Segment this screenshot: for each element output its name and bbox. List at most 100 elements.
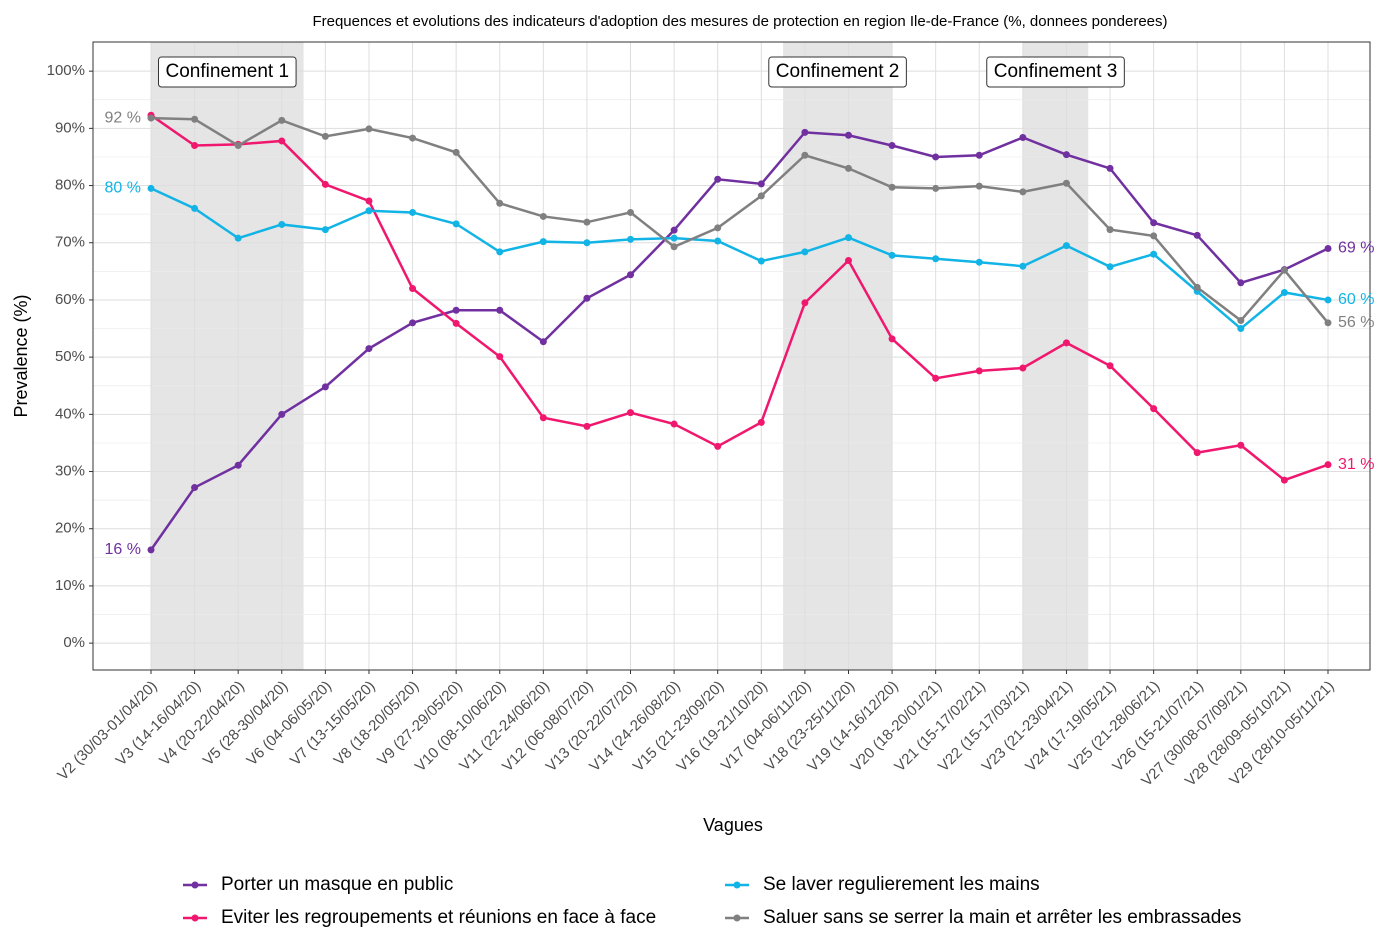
data-point bbox=[1193, 449, 1201, 457]
data-point bbox=[714, 237, 722, 245]
data-point bbox=[409, 285, 417, 293]
data-point bbox=[975, 258, 983, 266]
period-label-box bbox=[986, 56, 1125, 88]
data-point bbox=[801, 128, 809, 136]
data-point bbox=[932, 255, 940, 263]
legend-label: Eviter les regroupements et réunions en … bbox=[221, 907, 656, 928]
data-point bbox=[539, 238, 547, 246]
data-point bbox=[627, 235, 635, 243]
data-point bbox=[932, 153, 940, 161]
series-line bbox=[149, 131, 1329, 551]
data-point bbox=[539, 212, 547, 220]
y-tick-label: 20% bbox=[55, 520, 85, 537]
y-tick-label: 50% bbox=[55, 348, 85, 365]
period-label-box bbox=[768, 56, 907, 88]
data-point bbox=[278, 410, 286, 418]
data-point bbox=[321, 132, 329, 140]
value-label: 80 % bbox=[105, 180, 141, 197]
data-point bbox=[1324, 244, 1332, 252]
data-point bbox=[365, 125, 373, 133]
data-point bbox=[147, 184, 155, 192]
data-point bbox=[191, 115, 199, 123]
data-point bbox=[844, 234, 852, 242]
data-point bbox=[539, 414, 547, 422]
data-point bbox=[932, 374, 940, 382]
period-label: Confinement 2 bbox=[776, 61, 900, 82]
data-point bbox=[888, 251, 896, 259]
period-band bbox=[783, 42, 893, 670]
data-point bbox=[1150, 232, 1158, 240]
data-point bbox=[147, 114, 155, 122]
legend-label: Porter un masque en public bbox=[221, 874, 453, 895]
data-point bbox=[1237, 441, 1245, 449]
data-point bbox=[714, 442, 722, 450]
period-label-box bbox=[157, 56, 297, 88]
data-point bbox=[278, 220, 286, 228]
data-point bbox=[888, 335, 896, 343]
data-point bbox=[757, 257, 765, 265]
y-tick-label: 60% bbox=[55, 291, 85, 308]
data-point bbox=[365, 345, 373, 353]
data-point bbox=[714, 175, 722, 183]
data-point bbox=[321, 180, 329, 188]
data-point bbox=[409, 319, 417, 327]
data-point bbox=[1019, 134, 1027, 142]
data-point bbox=[1062, 339, 1070, 347]
data-point bbox=[496, 199, 504, 207]
data-point bbox=[583, 218, 591, 226]
y-tick-label: 70% bbox=[55, 234, 85, 251]
data-point bbox=[1150, 405, 1158, 413]
data-point bbox=[1150, 250, 1158, 258]
data-point bbox=[975, 367, 983, 375]
data-point bbox=[1193, 231, 1201, 239]
data-point bbox=[670, 243, 678, 251]
y-tick-label: 0% bbox=[63, 634, 85, 651]
data-point bbox=[670, 420, 678, 428]
data-point bbox=[1062, 242, 1070, 250]
data-point bbox=[1237, 317, 1245, 325]
legend-marker bbox=[733, 881, 741, 889]
period-band bbox=[151, 42, 304, 670]
data-point bbox=[278, 116, 286, 124]
data-point bbox=[452, 220, 460, 228]
data-point bbox=[278, 137, 286, 145]
data-point bbox=[1062, 151, 1070, 159]
data-point bbox=[1106, 362, 1114, 370]
data-point bbox=[757, 418, 765, 426]
data-point bbox=[844, 131, 852, 139]
data-point bbox=[234, 234, 242, 242]
y-tick-label: 10% bbox=[55, 577, 85, 594]
data-point bbox=[234, 461, 242, 469]
legend-marker bbox=[191, 914, 199, 922]
value-label: 31 % bbox=[1338, 456, 1374, 473]
data-point bbox=[539, 338, 547, 346]
data-point bbox=[1324, 296, 1332, 304]
data-point bbox=[670, 234, 678, 242]
data-point bbox=[583, 422, 591, 430]
period-label: Confinement 3 bbox=[994, 61, 1118, 82]
data-point bbox=[888, 142, 896, 150]
data-point bbox=[801, 248, 809, 256]
value-label: 16 % bbox=[105, 541, 141, 558]
data-point bbox=[1019, 188, 1027, 196]
data-point bbox=[714, 224, 722, 232]
data-point bbox=[496, 248, 504, 256]
data-point bbox=[496, 353, 504, 361]
y-tick-label: 100% bbox=[47, 62, 85, 79]
series-line bbox=[150, 114, 1329, 482]
data-point bbox=[801, 299, 809, 307]
data-point bbox=[583, 294, 591, 302]
data-point bbox=[975, 182, 983, 190]
data-point bbox=[365, 207, 373, 215]
data-point bbox=[1193, 283, 1201, 291]
y-tick-label: 80% bbox=[55, 177, 85, 194]
data-point bbox=[234, 142, 242, 150]
legend-marker bbox=[733, 914, 741, 922]
data-point bbox=[409, 134, 417, 142]
data-point bbox=[627, 409, 635, 417]
data-point bbox=[452, 148, 460, 156]
period-band bbox=[1022, 42, 1089, 670]
data-point bbox=[365, 197, 373, 205]
legend-label: Saluer sans se serrer la main et arrêter… bbox=[763, 907, 1241, 928]
